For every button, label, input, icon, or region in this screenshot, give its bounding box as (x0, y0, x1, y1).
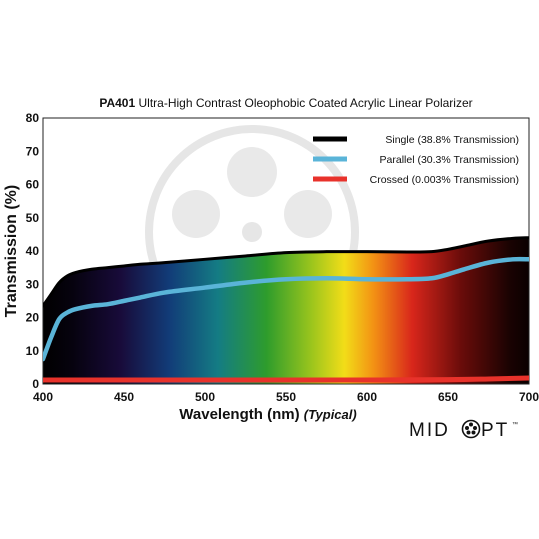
series-line-single (43, 236, 529, 308)
y-tick-label: 10 (26, 344, 40, 358)
svg-text:™: ™ (512, 421, 518, 428)
y-tick-label: 40 (26, 244, 40, 258)
legend-label-parallel: Parallel (30.3% Transmission) (380, 154, 519, 166)
series-line-parallel (43, 256, 529, 362)
x-tick-label: 600 (357, 390, 377, 404)
legend: Single (38.8% Transmission) Parallel (30.… (313, 134, 519, 186)
series-line-crossed (43, 375, 529, 383)
plot-frame (42, 117, 530, 385)
series-layer (43, 236, 529, 383)
y-tick-label: 70 (26, 144, 40, 158)
x-tick-label: 500 (195, 390, 215, 404)
y-tick-label: 50 (26, 211, 40, 225)
x-tick-label: 700 (519, 390, 539, 404)
y-tick-label: 20 (26, 311, 40, 325)
svg-text:PT: PT (481, 420, 509, 441)
x-tick-label: 400 (33, 390, 53, 404)
y-tick-label: 60 (26, 178, 40, 192)
legend-label-crossed: Crossed (0.003% Transmission) (370, 174, 519, 186)
y-axis-title: Transmission (%) (3, 185, 20, 317)
y-tick-label: 0 (32, 377, 39, 391)
logo-reel-icon (461, 419, 481, 439)
x-tick-label: 650 (438, 390, 458, 404)
midopt-logo: MID PT ™ (409, 419, 518, 441)
chart-title: PA401 Ultra-High Contrast Oleophobic Coa… (99, 96, 472, 110)
legend-label-single: Single (38.8% Transmission) (385, 134, 519, 146)
y-tick-label: 30 (26, 277, 40, 291)
x-tick-label: 550 (276, 390, 296, 404)
svg-text:MID: MID (409, 420, 450, 441)
y-tick-label: 80 (26, 111, 40, 125)
x-tick-label: 450 (114, 390, 134, 404)
ticks-layer: 0 10 20 30 40 50 60 70 80 400 450 500 550 600 650 700 (26, 111, 539, 404)
x-axis-title: Wavelength (nm) (Typical) (179, 406, 356, 423)
single-area (43, 237, 529, 384)
